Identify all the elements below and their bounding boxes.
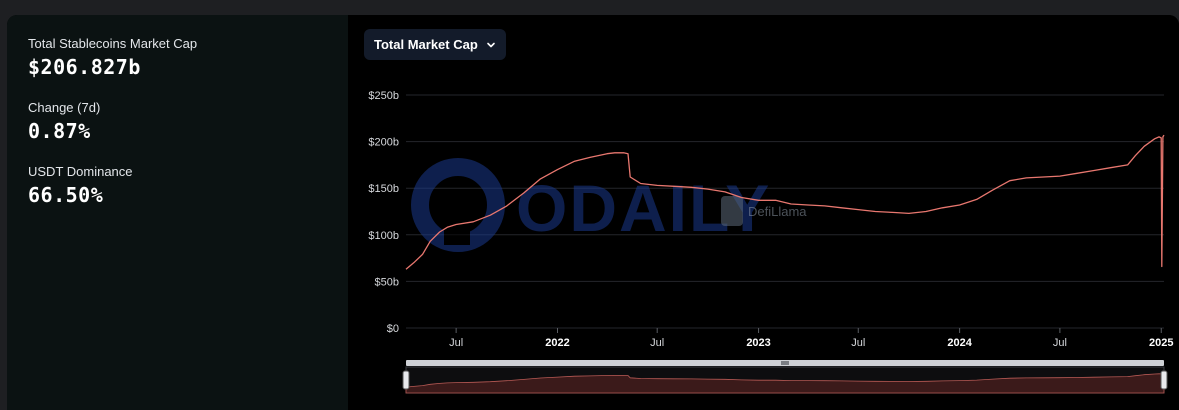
axis-layer: $0 $50b $100b $150b $200b $250b Jul 2022 Jul 2023…: [368, 90, 1173, 349]
y-tick-label: $150b: [368, 183, 399, 195]
odaily-logo-notch: [444, 197, 470, 245]
slider-area: [405, 373, 1165, 394]
stat-total-market-cap: Total Stablecoins Market Cap $206.827b: [28, 36, 348, 79]
stat-value: 66.50%: [28, 183, 104, 207]
y-tick-label: $0: [387, 323, 399, 335]
y-tick-label: $250b: [368, 90, 399, 102]
stat-change-7d: Change (7d) 0.87%: [28, 100, 348, 143]
stat-label: Total Stablecoins Market Cap: [28, 36, 198, 51]
x-tick-label: 2023: [746, 337, 770, 349]
metric-selector-label: Total Market Cap: [374, 37, 478, 52]
chart-panel: ODAILY DefiLlama $0 $50b $100b $150b $200b $2…: [348, 15, 1179, 410]
x-tick-label: 2025: [1149, 337, 1173, 349]
x-tick-label: Jul: [650, 337, 664, 349]
series-line: [405, 134, 1165, 270]
odaily-watermark: ODAILY: [411, 158, 769, 252]
defillama-watermark: DefiLlama: [721, 196, 807, 226]
x-tick-label: Jul: [1053, 337, 1067, 349]
slider-grip-icon[interactable]: [781, 361, 789, 365]
x-tick-label: 2022: [545, 337, 569, 349]
stat-usdt-dominance: USDT Dominance 66.50%: [28, 164, 348, 207]
y-tick-label: $100b: [368, 230, 399, 242]
slider-handle-left[interactable]: [402, 370, 410, 390]
grid-layer: [406, 94, 1164, 329]
llama-logo-icon: [721, 196, 743, 226]
metric-selector-button[interactable]: Total Market Cap: [364, 29, 506, 60]
stat-label: USDT Dominance: [28, 164, 133, 179]
y-tick-label: $50b: [375, 276, 399, 288]
x-tick-label: Jul: [851, 337, 865, 349]
watermark-layer: ODAILY DefiLlama: [411, 158, 807, 252]
range-slider[interactable]: [402, 360, 1168, 394]
defillama-watermark-text: DefiLlama: [748, 204, 807, 219]
stat-value: $206.827b: [28, 55, 141, 79]
stat-value: 0.87%: [28, 119, 91, 143]
x-tick-label: 2024: [947, 337, 972, 349]
slider-handle-right[interactable]: [1160, 370, 1168, 390]
x-tick-label: Jul: [449, 337, 463, 349]
y-tick-label: $200b: [368, 137, 399, 149]
market-cap-chart: ODAILY DefiLlama $0 $50b $100b $150b $200b $2…: [368, 90, 1173, 394]
stat-label: Change (7d): [28, 100, 101, 115]
series-layer: [405, 134, 1165, 270]
dashboard-frame: Total Stablecoins Market Cap $206.827b C…: [7, 15, 1179, 410]
chevron-down-icon: [486, 42, 495, 47]
stats-panel: Total Stablecoins Market Cap $206.827b C…: [7, 15, 348, 410]
